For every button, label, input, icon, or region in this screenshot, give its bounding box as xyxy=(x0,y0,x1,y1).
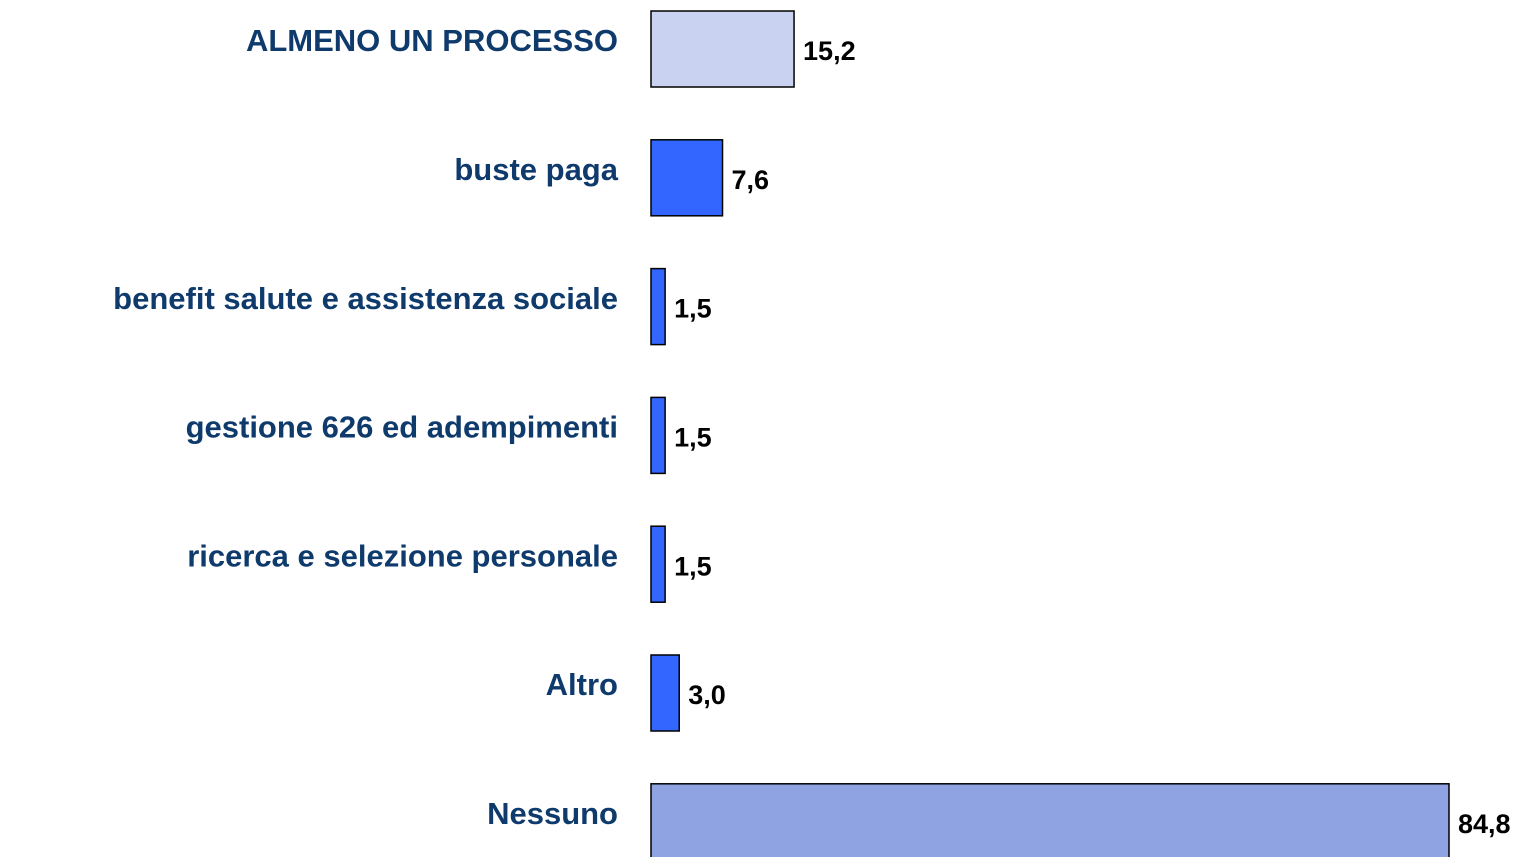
value-label: 1,5 xyxy=(674,551,712,581)
category-label: buste paga xyxy=(454,152,618,187)
value-label: 1,5 xyxy=(674,294,712,324)
value-label: 7,6 xyxy=(732,165,770,195)
category-label: benefit salute e assistenza sociale xyxy=(113,281,618,316)
bar xyxy=(650,525,666,603)
category-label: Altro xyxy=(546,667,618,702)
value-label: 3,0 xyxy=(688,680,726,710)
bar xyxy=(650,783,1450,857)
value-label: 15,2 xyxy=(803,36,856,66)
category-label: Nessuno xyxy=(487,796,618,831)
value-label: 84,8 xyxy=(1458,809,1511,839)
bar xyxy=(650,267,666,346)
category-label: gestione 626 ed adempimenti xyxy=(186,410,618,445)
bar xyxy=(650,139,724,217)
bar xyxy=(650,10,795,88)
value-label: 1,5 xyxy=(674,423,712,453)
category-label: ALMENO UN PROCESSO xyxy=(246,23,618,58)
category-label: ricerca e selezione personale xyxy=(187,538,618,573)
bar xyxy=(650,396,666,475)
bar xyxy=(650,654,680,732)
